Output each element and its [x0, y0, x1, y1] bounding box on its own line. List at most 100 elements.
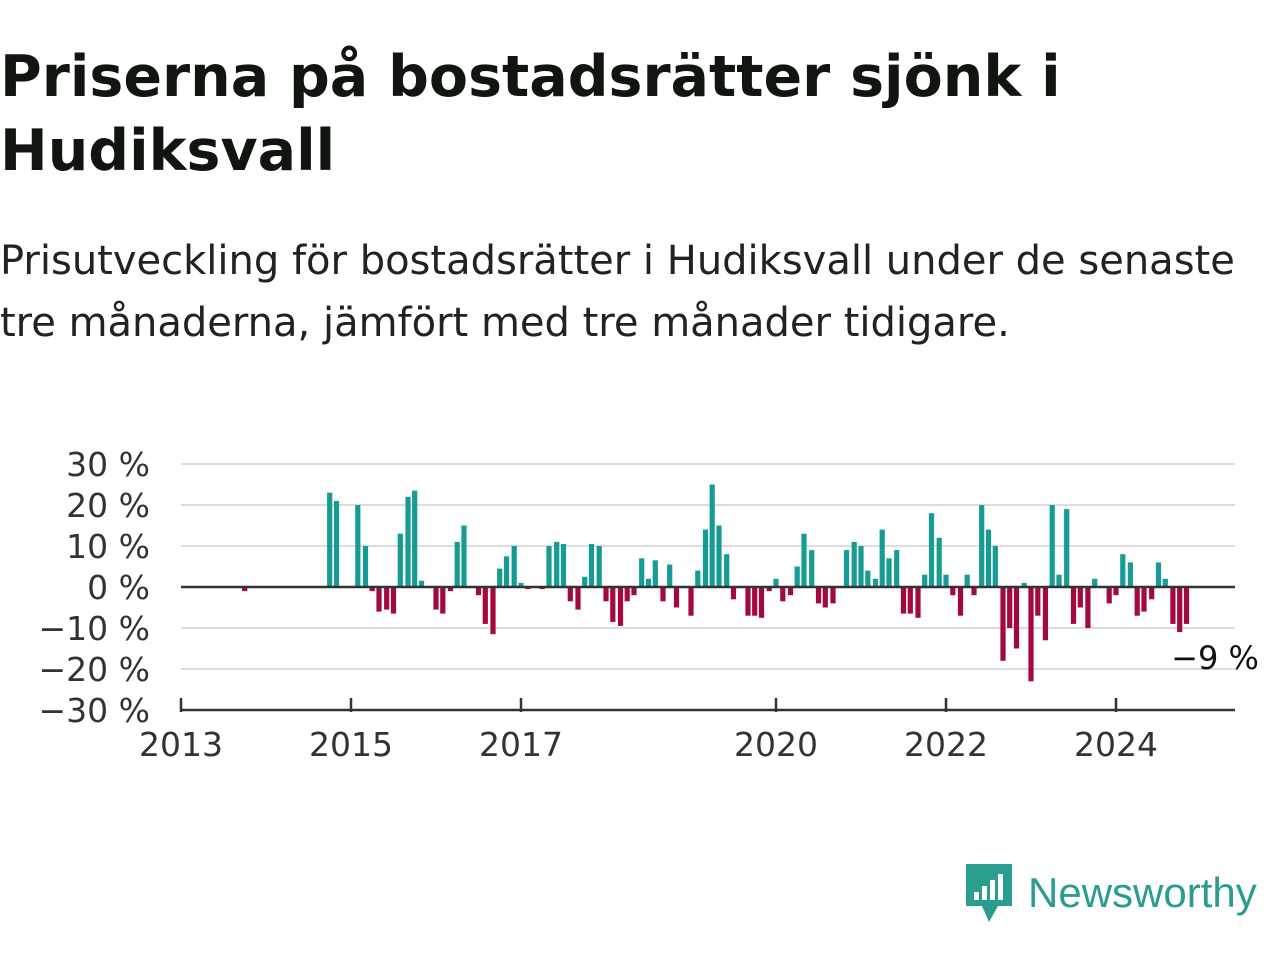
bar: [588, 544, 595, 587]
bar: [865, 570, 871, 587]
bar: [362, 546, 369, 587]
bar: [695, 570, 701, 587]
bar: [631, 587, 637, 596]
bar: [673, 587, 680, 608]
bar: [843, 550, 850, 587]
bar: [490, 587, 496, 635]
bar: [560, 544, 567, 587]
bar: [979, 505, 985, 587]
bar: [1000, 587, 1006, 661]
bar: [787, 587, 794, 596]
bar: [907, 587, 913, 614]
y-tick-label: 0 %: [87, 568, 150, 607]
bar: [652, 560, 658, 587]
last-value-label: −9 %: [1171, 639, 1259, 677]
bar: [758, 587, 765, 618]
bar: [610, 587, 616, 622]
bar: [915, 587, 921, 618]
y-tick-label: 10 %: [66, 527, 150, 566]
bar: [922, 574, 928, 587]
bar: [752, 587, 758, 616]
bar: [412, 490, 418, 587]
bar: [333, 500, 340, 587]
axes: [179, 585, 1235, 712]
bar: [447, 587, 454, 592]
bar: [950, 587, 956, 596]
bar: [327, 492, 333, 587]
bar: [702, 529, 709, 587]
bar: [1127, 562, 1133, 587]
bar: [936, 537, 942, 587]
chart-title: Priserna på bostadsrätter sjönk i Hudiks…: [0, 44, 1061, 184]
bar: [1064, 509, 1070, 587]
y-tick-label: 30 %: [66, 445, 150, 484]
bar: [418, 580, 425, 587]
x-tick-label: 2013: [139, 725, 223, 764]
bar: [1141, 587, 1147, 612]
bar: [1049, 505, 1055, 587]
y-tick-label: −20 %: [39, 650, 151, 689]
bar: [872, 578, 879, 587]
newsworthy-logo-icon: [966, 864, 1012, 922]
bar: [440, 587, 446, 614]
bar: [886, 558, 892, 587]
bar: [405, 496, 411, 587]
bar: [518, 582, 524, 587]
bar: [1155, 562, 1162, 587]
bar: [830, 587, 836, 604]
bar: [928, 513, 935, 587]
bar: [433, 587, 439, 610]
bar: [355, 505, 361, 587]
bar: [1134, 587, 1140, 616]
bar: [822, 587, 828, 608]
bar: [596, 546, 602, 587]
y-tick-label: −30 %: [39, 691, 151, 730]
bar: [730, 587, 737, 600]
brand-name: Newsworthy: [1028, 869, 1257, 916]
bar: [660, 587, 666, 602]
bar: [475, 587, 482, 596]
bar: [794, 566, 800, 587]
bar: [900, 587, 907, 614]
bar: [858, 546, 864, 587]
bar: [773, 578, 779, 587]
bar: [766, 587, 772, 592]
bar: [645, 578, 652, 587]
x-tick-label: 2024: [1074, 725, 1158, 764]
bar: [716, 525, 722, 587]
bar: [688, 587, 694, 616]
bar: [1028, 587, 1034, 682]
bar: [724, 554, 730, 587]
bar: [957, 587, 964, 616]
bar: [567, 587, 573, 602]
bar: [390, 587, 397, 614]
bar: [1149, 587, 1155, 600]
x-tick-label: 2017: [479, 725, 563, 764]
bar: [1013, 587, 1020, 649]
bar: [1092, 578, 1098, 587]
x-tick-label: 2015: [309, 725, 393, 764]
bar: [667, 564, 673, 587]
tick-labels: 30 %20 %10 %0 %−10 %−20 %−30 %2013 2015 20…: [39, 445, 1158, 764]
bar: [603, 587, 609, 602]
brand: Newsworthy: [964, 862, 1257, 924]
bar: [1162, 578, 1168, 587]
bar: [1085, 587, 1091, 628]
bar: [1106, 587, 1112, 604]
bar: [369, 587, 375, 592]
bar: [1042, 587, 1048, 641]
bar: [943, 574, 949, 587]
bar: [497, 568, 503, 587]
bar: [546, 546, 552, 587]
bar: [1113, 587, 1119, 596]
bar: [511, 546, 517, 587]
bar: [971, 587, 977, 596]
bar: [815, 587, 822, 604]
bar: [985, 529, 992, 587]
bar: [454, 541, 460, 587]
bar: [1170, 587, 1176, 624]
bar-chart: 30 %20 %10 %0 %−10 %−20 %−30 %2013 2015 20…: [39, 445, 1259, 764]
bar: [503, 556, 510, 588]
bar: [397, 533, 403, 587]
bar: [1077, 587, 1083, 608]
